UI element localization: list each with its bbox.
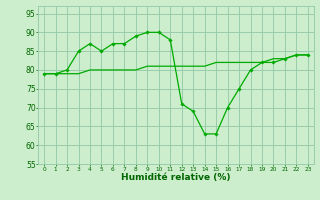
- X-axis label: Humidité relative (%): Humidité relative (%): [121, 173, 231, 182]
